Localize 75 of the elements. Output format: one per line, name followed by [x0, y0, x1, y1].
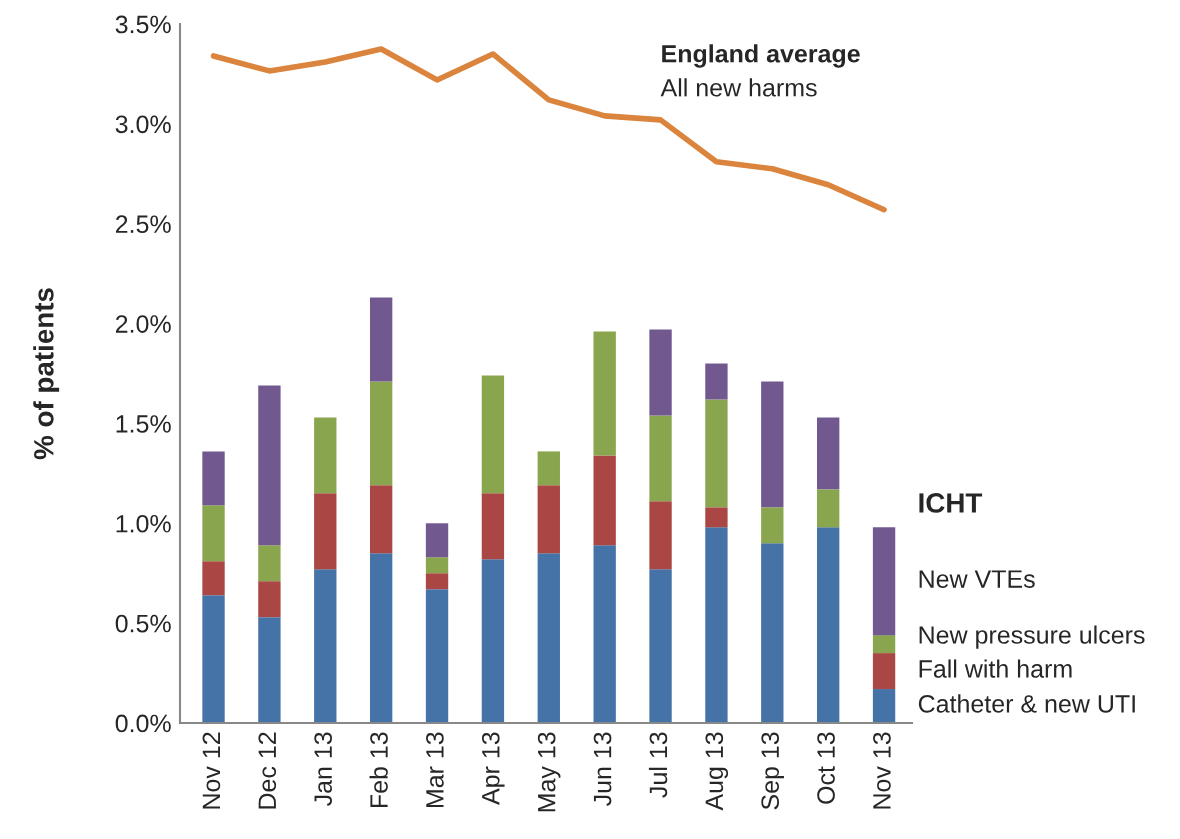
bar — [258, 617, 281, 723]
bar — [649, 569, 672, 723]
bar — [872, 653, 896, 690]
y-tick-label: 1.0% — [116, 514, 171, 533]
annotation: England average — [662, 44, 860, 68]
bar — [817, 527, 840, 723]
y-tick-label: 3.0% — [115, 115, 171, 134]
x-tick-label: May 13 — [537, 732, 561, 812]
bar — [258, 385, 281, 546]
bar — [649, 501, 672, 570]
bar — [761, 507, 784, 544]
bar — [872, 527, 896, 636]
bar — [761, 543, 784, 723]
bar — [537, 553, 560, 723]
bar — [481, 559, 505, 723]
x-tick-label: Feb 13 — [369, 732, 388, 808]
bar — [705, 399, 728, 508]
bar — [202, 505, 225, 562]
bar — [705, 507, 728, 528]
bar — [258, 581, 281, 618]
x-tick-label: Nov 13 — [873, 732, 891, 809]
x-tick-label: Jul 13 — [648, 732, 668, 798]
bar — [369, 381, 393, 486]
bar — [369, 553, 393, 723]
bar — [872, 635, 896, 654]
x-tick-label: Sep 13 — [761, 732, 784, 810]
x-tick-label: Aug 13 — [705, 732, 729, 811]
y-tick-label: 0.0% — [115, 714, 171, 733]
bar — [202, 561, 225, 596]
series-label: New VTEs — [919, 570, 1035, 588]
bar — [369, 297, 393, 382]
bar — [705, 527, 728, 723]
series-label: Catheter & new UTI — [918, 694, 1135, 713]
bar — [537, 485, 560, 554]
y-tick-label: 0.5% — [115, 614, 171, 633]
bar — [705, 363, 728, 400]
x-tick-label: Jan 13 — [314, 732, 332, 806]
bar — [314, 569, 337, 723]
bar — [817, 489, 840, 528]
bar — [425, 573, 449, 590]
bar — [425, 523, 449, 558]
bar — [369, 485, 393, 554]
x-tick-label: Mar 13 — [426, 732, 444, 808]
y-tick-label: 2.0% — [115, 315, 171, 333]
bar — [593, 331, 616, 456]
y-axis-title: % of patients — [33, 288, 60, 460]
bar — [593, 455, 616, 546]
bar — [314, 493, 337, 570]
x-tick-label: Dec 12 — [258, 732, 277, 809]
bar — [481, 375, 505, 494]
series-label: New pressure ulcers — [919, 625, 1145, 649]
series-label: All new harms — [660, 78, 817, 97]
y-tick-label: 1.5% — [116, 415, 171, 433]
bar — [649, 415, 672, 502]
bar — [593, 545, 616, 723]
x-tick-label: Jun 13 — [593, 732, 612, 806]
x-tick-label: Apr 13 — [481, 732, 505, 805]
bar — [425, 589, 449, 723]
bar — [649, 329, 672, 416]
legend-title: ICHT — [919, 493, 983, 513]
bar — [481, 493, 505, 560]
bar — [537, 451, 560, 486]
y-tick-label: 3.5% — [115, 15, 171, 34]
bar — [817, 417, 840, 490]
bar — [425, 557, 449, 574]
bar — [258, 545, 281, 582]
x-tick-label: Nov 12 — [202, 732, 221, 809]
bar — [202, 595, 225, 723]
bar — [202, 451, 225, 506]
series-label: Fall with harm — [919, 659, 1072, 678]
x-tick-label: Oct 13 — [817, 732, 835, 804]
y-tick-label: 2.5% — [115, 215, 171, 234]
bar — [761, 381, 784, 508]
bar — [314, 417, 337, 494]
bar — [872, 689, 896, 723]
